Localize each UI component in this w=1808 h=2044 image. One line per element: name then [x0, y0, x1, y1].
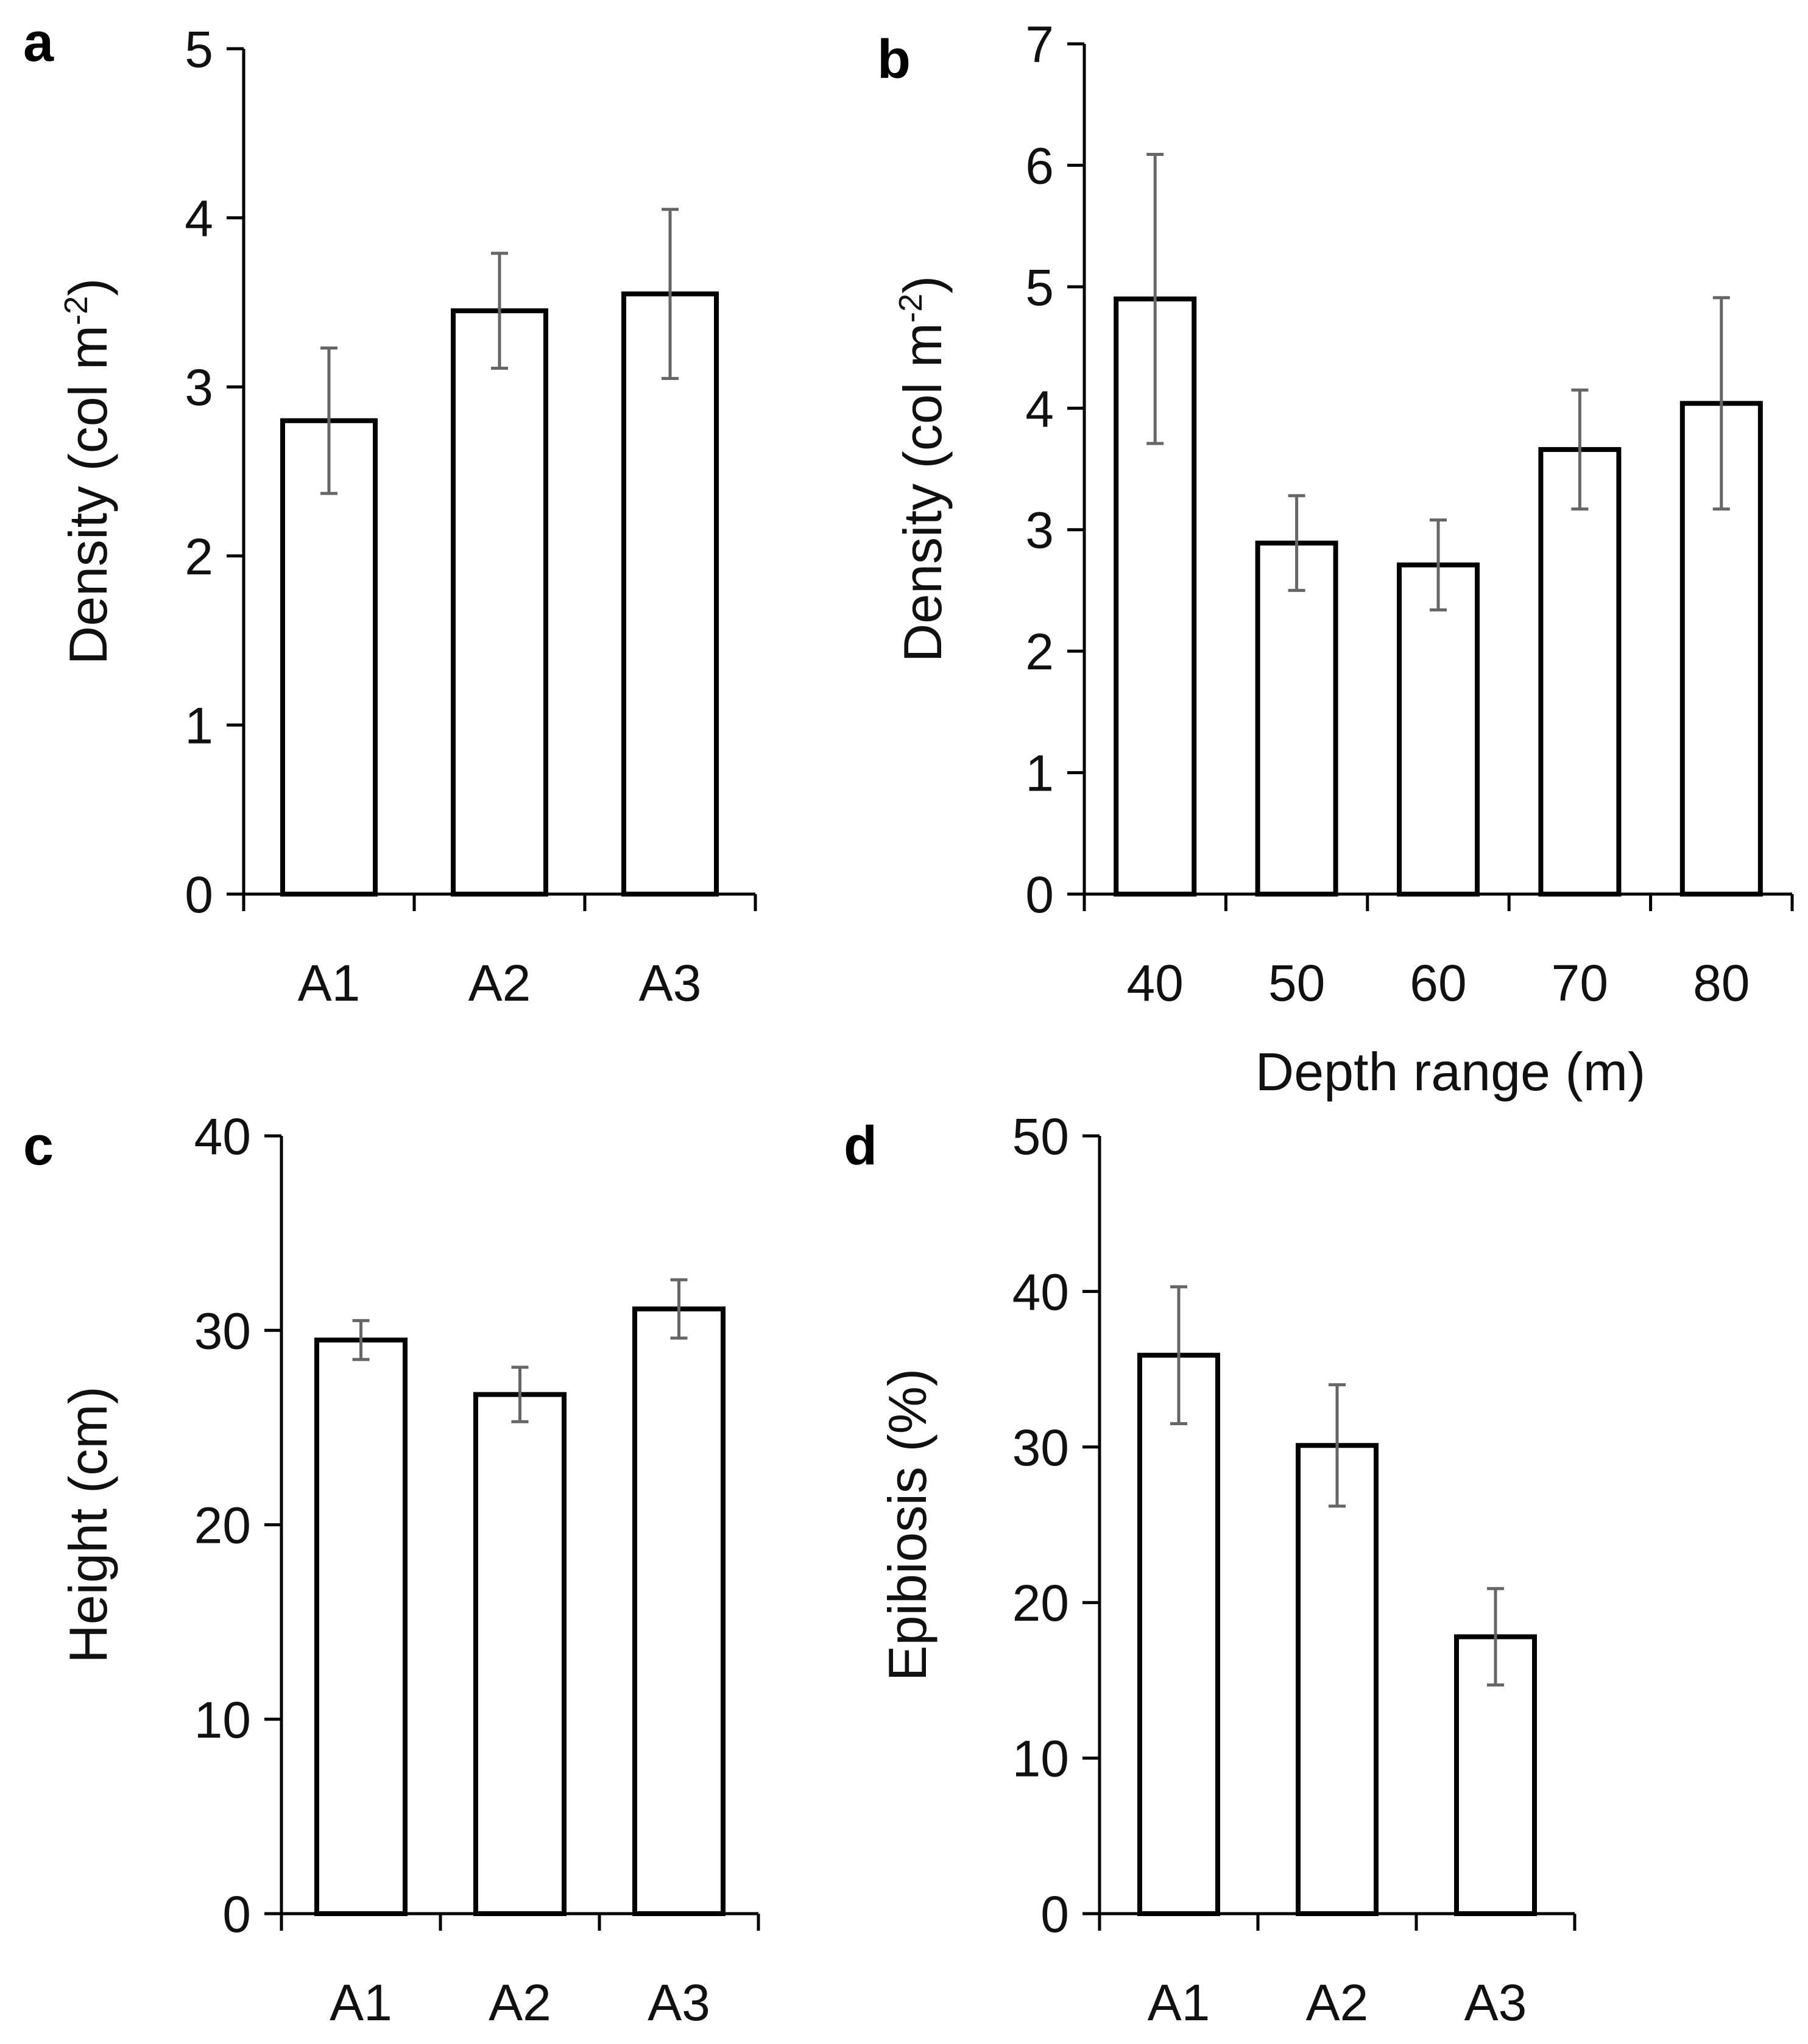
x-tick-label: 80 [1693, 954, 1750, 1012]
error-bar-A1 [352, 1319, 370, 1361]
error-bar-60 [1430, 518, 1447, 611]
error-bar-50 [1288, 494, 1305, 592]
error-bar-A3 [1487, 1587, 1504, 1687]
error-bar-A3 [662, 208, 679, 380]
bar-A3 [621, 291, 719, 897]
bar-A2 [1296, 1443, 1379, 1917]
x-tick-label: A1 [298, 954, 361, 1012]
error-bar-40 [1146, 152, 1164, 445]
y-tick-label: 10 [194, 1691, 251, 1749]
y-tick-label: 20 [1012, 1574, 1069, 1632]
y-axis-title-superscript: -2 [58, 296, 94, 325]
x-tick-label: 40 [1126, 954, 1183, 1012]
x-tick-label: A2 [489, 1974, 551, 2031]
y-tick-label: 7 [1025, 16, 1054, 73]
bar-A2 [451, 308, 548, 897]
panel-letter-b: b [877, 29, 911, 90]
y-tick-label: 1 [1025, 745, 1054, 802]
bar-60 [1397, 562, 1480, 897]
y-tick-label: 10 [1012, 1730, 1069, 1788]
y-axis-title-text: Height (cm) [58, 1386, 118, 1663]
error-bar-A3 [670, 1278, 688, 1340]
y-axis-title-end: ) [58, 278, 118, 296]
x-tick-label: A3 [648, 1974, 710, 2031]
y-axis-title: Epibiosis (%) [877, 1369, 938, 1681]
error-bar-A2 [511, 1366, 529, 1423]
y-tick-label: 3 [1025, 502, 1054, 559]
x-tick-label: 70 [1552, 954, 1608, 1012]
panel-b: b 0 1 2 3 4 5 6 7 40 50 60 70 80 Density (col m-2) Dept… [877, 16, 1794, 1102]
y-tick-label: 0 [222, 1886, 251, 1943]
y-tick-label: 5 [185, 21, 213, 78]
y-tick-label: 5 [1025, 259, 1054, 316]
y-tick-label: 1 [185, 697, 213, 754]
y-tick-label: 4 [185, 190, 213, 247]
x-tick-label: A3 [1464, 1974, 1527, 2031]
bar-A3 [632, 1306, 726, 1917]
panel-letter-c: c [23, 1116, 54, 1177]
y-axis-title: Height (cm) [58, 1386, 118, 1663]
panel-d: d 0 10 20 30 40 50 A1 A2 A3 Epibiosis (%) [844, 1108, 1577, 2031]
y-axis-title: Density (col m-2) [892, 276, 953, 663]
panel-c: c 0 10 20 30 40 A1 A2 A3 Height (cm) [23, 1108, 760, 2031]
y-axis-title-text: Density (col m [892, 323, 953, 662]
y-tick-label: 20 [194, 1497, 251, 1554]
x-axis-title: Depth range (m) [1255, 1041, 1646, 1102]
y-axis-title-text: Epibiosis (%) [877, 1369, 938, 1681]
bar-50 [1255, 540, 1338, 897]
error-bar-A2 [1329, 1383, 1346, 1508]
y-tick-label: 0 [1040, 1886, 1069, 1943]
error-bar-A1 [1170, 1285, 1187, 1425]
x-tick-label: A1 [1148, 1974, 1210, 2031]
x-tick-label: A3 [639, 954, 702, 1012]
y-tick-label: 0 [185, 866, 213, 923]
y-tick-label: 3 [185, 359, 213, 416]
bar-A3 [1454, 1634, 1537, 1916]
x-tick-label: A1 [330, 1974, 392, 2031]
y-tick-label: 6 [1025, 137, 1054, 194]
y-tick-label: 4 [1025, 380, 1054, 437]
panel-letter-d: d [844, 1116, 877, 1177]
error-bar-70 [1571, 388, 1589, 511]
y-axis-title: Density (col m-2) [58, 278, 118, 665]
error-bar-A2 [491, 252, 508, 370]
panel-letter-a: a [23, 12, 54, 73]
y-tick-label: 40 [194, 1108, 251, 1165]
y-tick-label: 30 [194, 1302, 251, 1359]
error-bar-80 [1712, 296, 1730, 511]
y-axis-title-text: Density (col m [58, 325, 118, 664]
panel-a: a 0 1 2 3 4 5 A1 A2 A3 Density (col m-2) [23, 12, 757, 1012]
error-bar-A1 [320, 346, 337, 495]
y-axis-title-superscript: -2 [892, 294, 929, 323]
bar-A1 [1137, 1353, 1220, 1916]
y-tick-label: 2 [1025, 623, 1054, 680]
x-tick-label: A2 [468, 954, 531, 1012]
y-axis-title-end: ) [892, 276, 953, 294]
y-tick-label: 50 [1012, 1108, 1069, 1165]
y-tick-label: 0 [1025, 866, 1054, 923]
x-tick-label: A2 [1306, 1974, 1369, 2031]
bar-A1 [280, 418, 378, 897]
x-tick-label: 50 [1268, 954, 1325, 1012]
y-tick-label: 30 [1012, 1419, 1069, 1476]
bar-A2 [473, 1392, 567, 1917]
x-tick-label: 60 [1410, 954, 1466, 1012]
y-tick-label: 40 [1012, 1263, 1069, 1320]
bar-A1 [314, 1337, 408, 1916]
bar-70 [1538, 447, 1622, 897]
y-tick-label: 2 [185, 528, 213, 585]
